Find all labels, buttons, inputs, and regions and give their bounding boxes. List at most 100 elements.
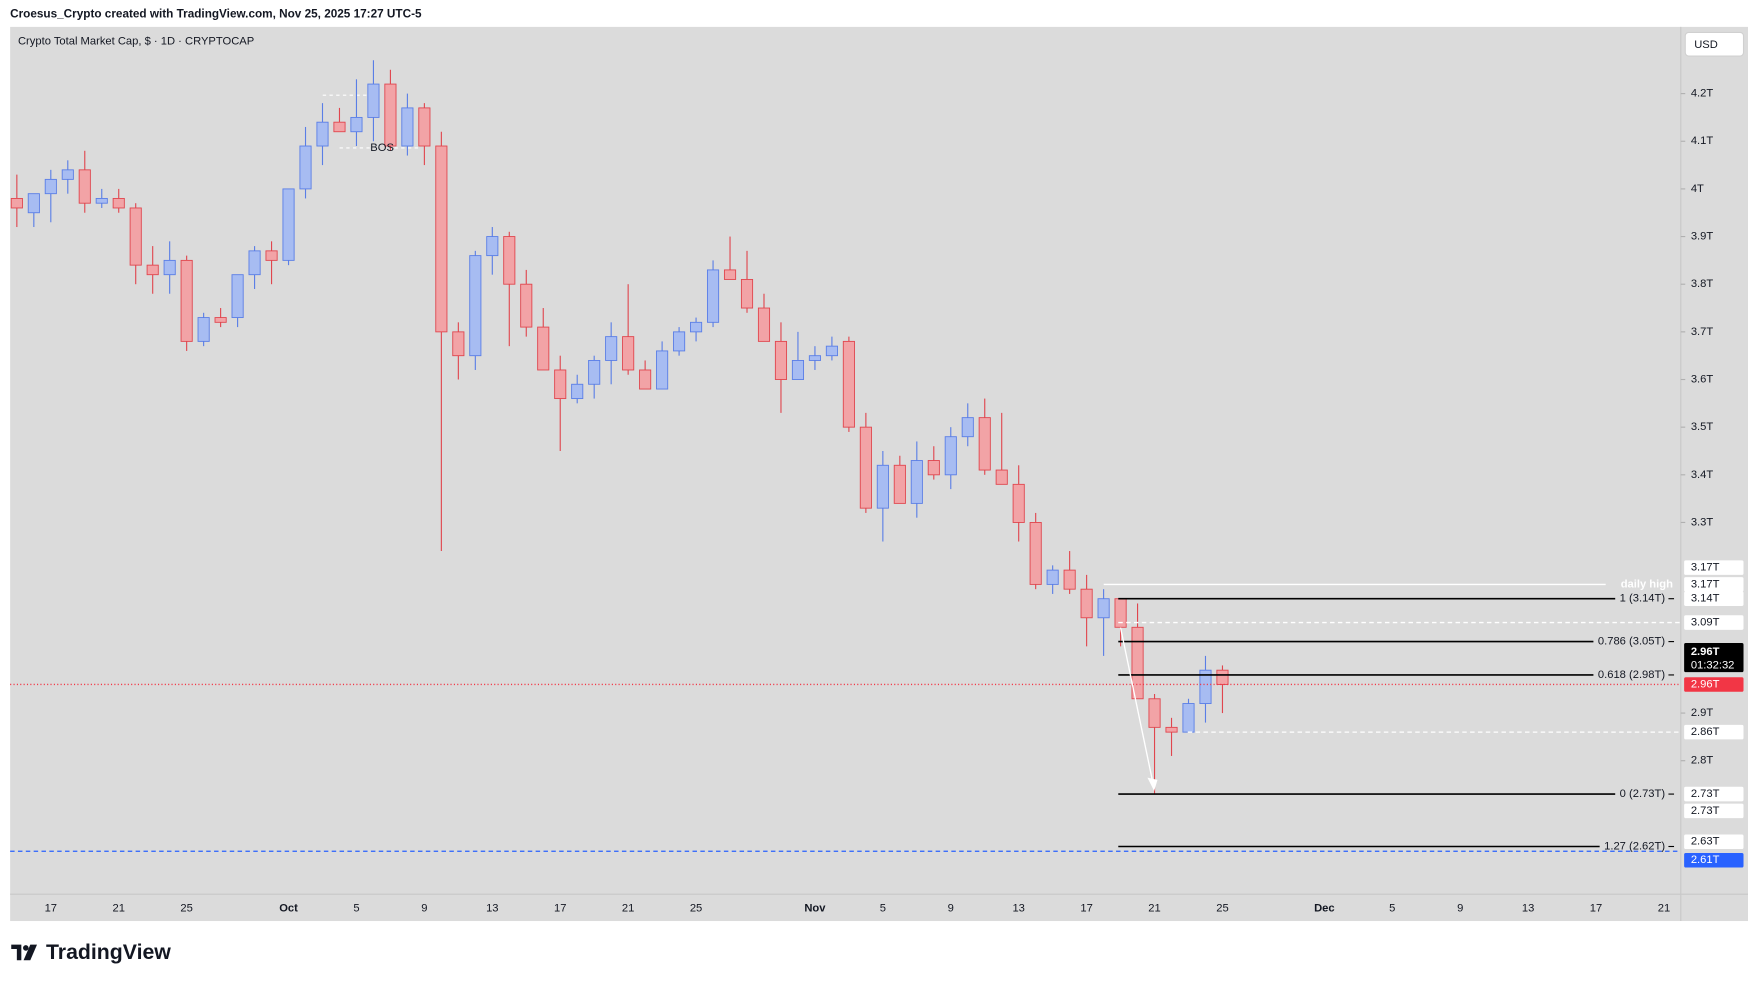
chart-title: Crypto Total Market Cap, $ · 1D · CRYPTO… — [18, 35, 254, 47]
fib-label: 0.618 (2.98T) — [1598, 669, 1665, 681]
candle-body — [452, 331, 465, 357]
y-tick-label: 4.2T — [1691, 88, 1714, 100]
x-tick-label: 25 — [690, 903, 702, 915]
candle-body — [231, 274, 244, 319]
candle-body — [27, 193, 40, 214]
candle-body — [350, 116, 363, 133]
currency-box[interactable] — [1684, 31, 1745, 57]
y-tick-label: 3.9T — [1691, 231, 1714, 243]
candle-body — [588, 360, 601, 385]
x-tick-label: Nov — [804, 903, 826, 915]
candle-body — [282, 188, 295, 261]
y-tick-label: 4.1T — [1691, 135, 1714, 147]
candle-body — [1148, 698, 1161, 728]
candle-body — [774, 340, 788, 380]
candle-body — [1012, 483, 1025, 523]
x-tick-label: 13 — [1012, 903, 1024, 915]
currency[interactable]: USD — [1694, 39, 1718, 51]
price-label: 2.73T — [1691, 788, 1720, 800]
candle-body — [1029, 522, 1042, 585]
x-tick-label: 5 — [1389, 903, 1395, 915]
candle-body — [1080, 588, 1093, 619]
candle-body — [639, 369, 652, 390]
y-tick-label: 2.8T — [1691, 755, 1714, 767]
candle-body — [78, 169, 91, 204]
candle-body — [384, 83, 397, 147]
candle-body — [316, 121, 329, 147]
arrow — [1119, 627, 1155, 789]
x-tick-label: 13 — [1522, 903, 1534, 915]
candle-body — [61, 169, 74, 180]
candle-body — [893, 464, 906, 504]
candle-body — [418, 107, 431, 147]
candle-body — [571, 383, 584, 400]
candle-body — [299, 145, 312, 190]
candle-body — [180, 259, 193, 342]
candle-body — [961, 417, 974, 438]
price-label-box — [1684, 786, 1744, 802]
price-label-box — [1684, 615, 1744, 630]
candle-body — [44, 178, 57, 195]
candle-body — [401, 107, 414, 147]
candle-body — [146, 264, 159, 276]
candle-body — [95, 197, 108, 204]
candle-body — [808, 355, 821, 361]
price-label: 2.96T — [1691, 678, 1720, 690]
x-tick-label: 21 — [1148, 903, 1160, 915]
y-tick-label: 3.7T — [1691, 326, 1714, 338]
candle-body — [112, 197, 125, 209]
candle-body — [163, 259, 176, 276]
price-label-box — [1684, 560, 1744, 575]
candle-body — [214, 317, 227, 323]
candle-body — [367, 83, 380, 118]
candle-body — [757, 307, 771, 342]
logo-mark — [23, 944, 38, 961]
countdown: 01:32:32 — [1691, 659, 1735, 671]
price-label-box — [1684, 591, 1744, 606]
candle-body — [1216, 669, 1229, 685]
candle-body — [978, 417, 991, 471]
logo-mark — [23, 945, 29, 951]
y-tick-label: 4T — [1691, 183, 1704, 195]
candle-body — [876, 464, 889, 509]
candle-body — [995, 469, 1008, 485]
fib-label: 1 (3.14T) — [1620, 593, 1666, 605]
candle-body — [690, 321, 703, 333]
footer-brand: TradingView — [46, 940, 171, 964]
x-tick-label: 25 — [180, 903, 192, 915]
logo-mark — [11, 944, 22, 961]
price-label: 3.14T — [1691, 593, 1720, 605]
y-tick-label: 3.4T — [1691, 469, 1714, 481]
candles — [10, 60, 1229, 795]
candle-body — [723, 269, 737, 280]
candle-body — [1046, 569, 1059, 585]
candle-body — [825, 345, 838, 357]
price-label: 2.61T — [1691, 854, 1720, 866]
candle-body — [622, 336, 635, 371]
x-tick-label: 9 — [948, 903, 954, 915]
candle-body — [605, 336, 618, 361]
candle-body — [503, 236, 516, 285]
x-tick-label: Oct — [279, 903, 298, 915]
candle-body — [129, 207, 142, 266]
fib-label: 0 (2.73T) — [1620, 788, 1666, 800]
y-tick-label: 3.8T — [1691, 278, 1714, 290]
candle-body — [469, 255, 482, 357]
candle-body — [842, 340, 855, 428]
x-tick-label: 25 — [1216, 903, 1228, 915]
candle-body — [740, 278, 754, 309]
candle-body — [944, 436, 957, 476]
y-tick-label: 2.9T — [1691, 707, 1714, 719]
candle-body — [10, 197, 23, 209]
candle-body — [656, 350, 669, 390]
x-tick-label: 9 — [421, 903, 427, 915]
x-tick-label: 17 — [1080, 903, 1092, 915]
logo: TradingView — [11, 940, 171, 964]
y-tick-label: 3.6T — [1691, 373, 1714, 385]
line-label: daily high — [1621, 578, 1673, 590]
price-label-box — [1684, 643, 1744, 673]
candle-body — [537, 326, 550, 371]
candle-body — [791, 360, 805, 380]
x-tick-label: 21 — [113, 903, 125, 915]
